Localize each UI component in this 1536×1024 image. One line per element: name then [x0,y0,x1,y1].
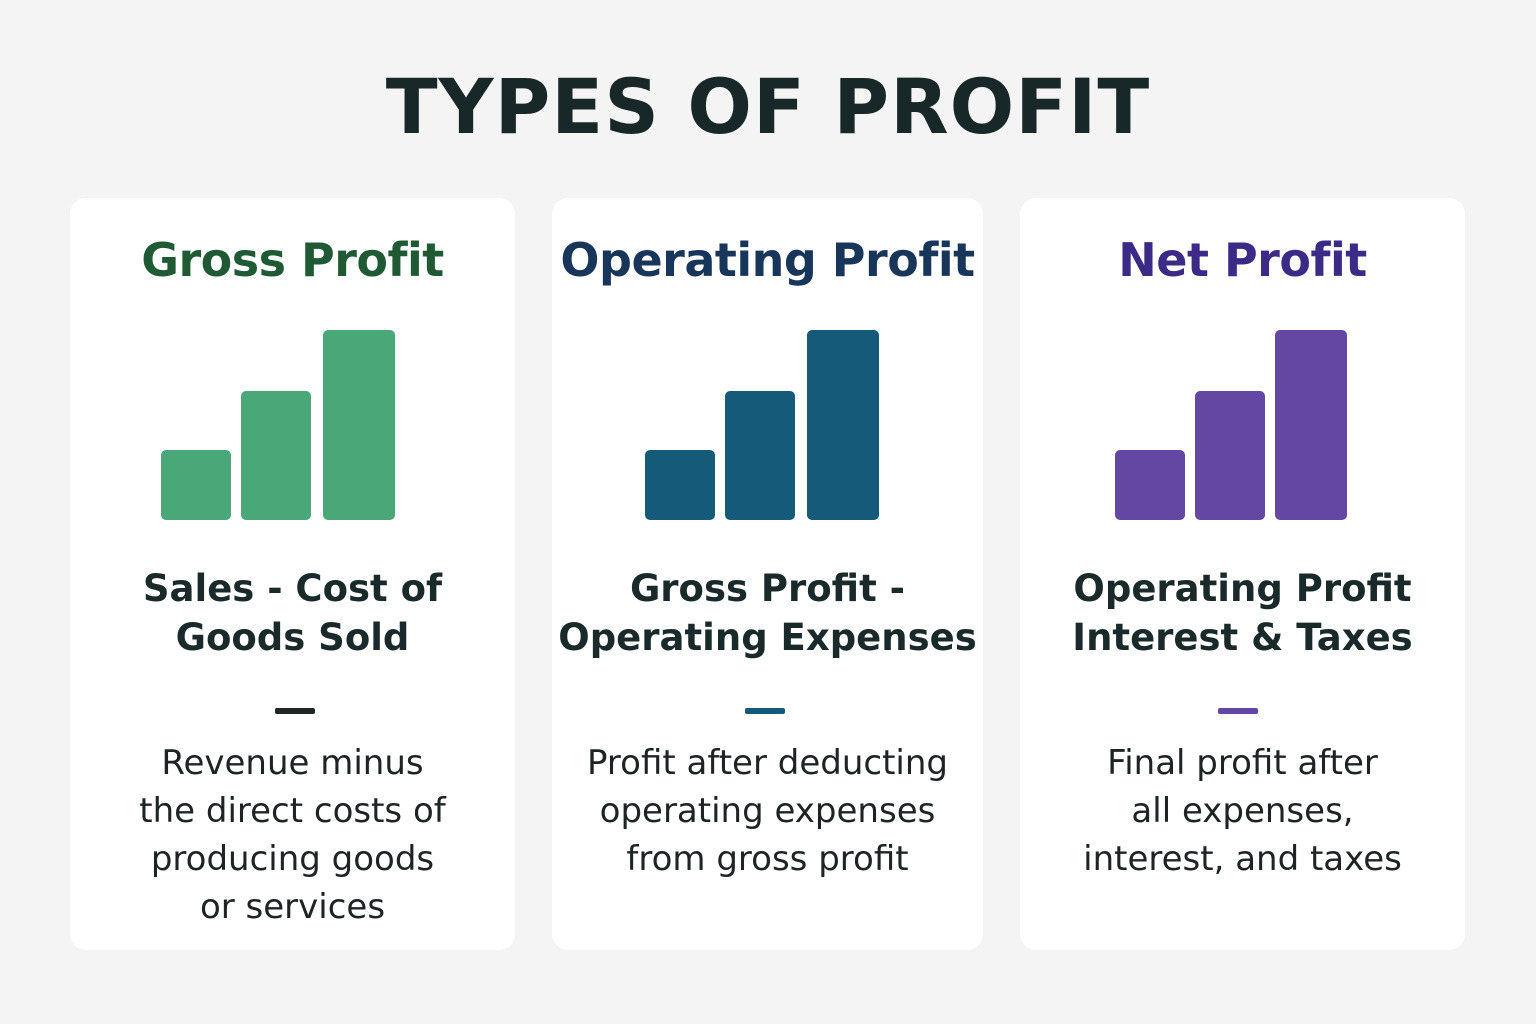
bar-medium [725,391,795,520]
bar-medium [241,391,311,520]
bar-large [807,330,879,520]
divider-dash [275,708,315,714]
bar-large [1275,330,1347,520]
bar-small [645,450,715,520]
formula-line: Operating Profit [1073,567,1412,610]
bar-chart-icon [645,328,885,522]
page-title: TYPES OF PROFIT [385,62,1151,151]
divider-dash [1218,708,1258,714]
description-line: or services [199,887,386,927]
formula: Gross Profit - Operating Expenses [552,564,983,662]
card-gross-profit: Gross Profit Sales - Cost of Goods Sold … [70,198,515,950]
card-title: Net Profit [1118,233,1367,287]
formula-line: Goods Sold [175,616,410,659]
description: Final profit after all expenses, interes… [1020,739,1465,883]
bar-large [323,330,395,520]
description: Revenue minus the direct costs of produc… [70,739,515,931]
formula-line: Interest & Taxes [1072,616,1413,659]
bar-medium [1195,391,1265,520]
bar-chart-icon [161,328,401,522]
card-title: Gross Profit [141,233,444,287]
description-line: Final profit after [1107,743,1378,783]
bar-small [1115,450,1185,520]
description-line: producing goods [150,839,435,879]
description-line: all expenses, [1131,791,1354,831]
description-line: the direct costs of [139,791,446,831]
description-line: from gross profit [626,839,909,879]
card-title: Operating Profit [560,233,975,287]
card-operating-profit: Operating Profit Gross Profit - Operatin… [552,198,983,950]
formula: Operating Profit Interest & Taxes [1020,564,1465,662]
description-line: interest, and taxes [1083,839,1402,879]
formula-line: Gross Profit - [629,567,906,610]
description-line: operating expenses [599,791,936,831]
bar-small [161,450,231,520]
divider-dash [745,708,785,714]
formula: Sales - Cost of Goods Sold [70,564,515,662]
card-net-profit: Net Profit Operating Profit Interest & T… [1020,198,1465,950]
description: Profit after deducting operating expense… [552,739,983,883]
formula-line: Sales - Cost of [142,567,443,610]
description-line: Profit after deducting [587,743,948,783]
bar-chart-icon [1115,328,1355,522]
formula-line: Operating Expenses [558,616,977,659]
description-line: Revenue minus [161,743,424,783]
